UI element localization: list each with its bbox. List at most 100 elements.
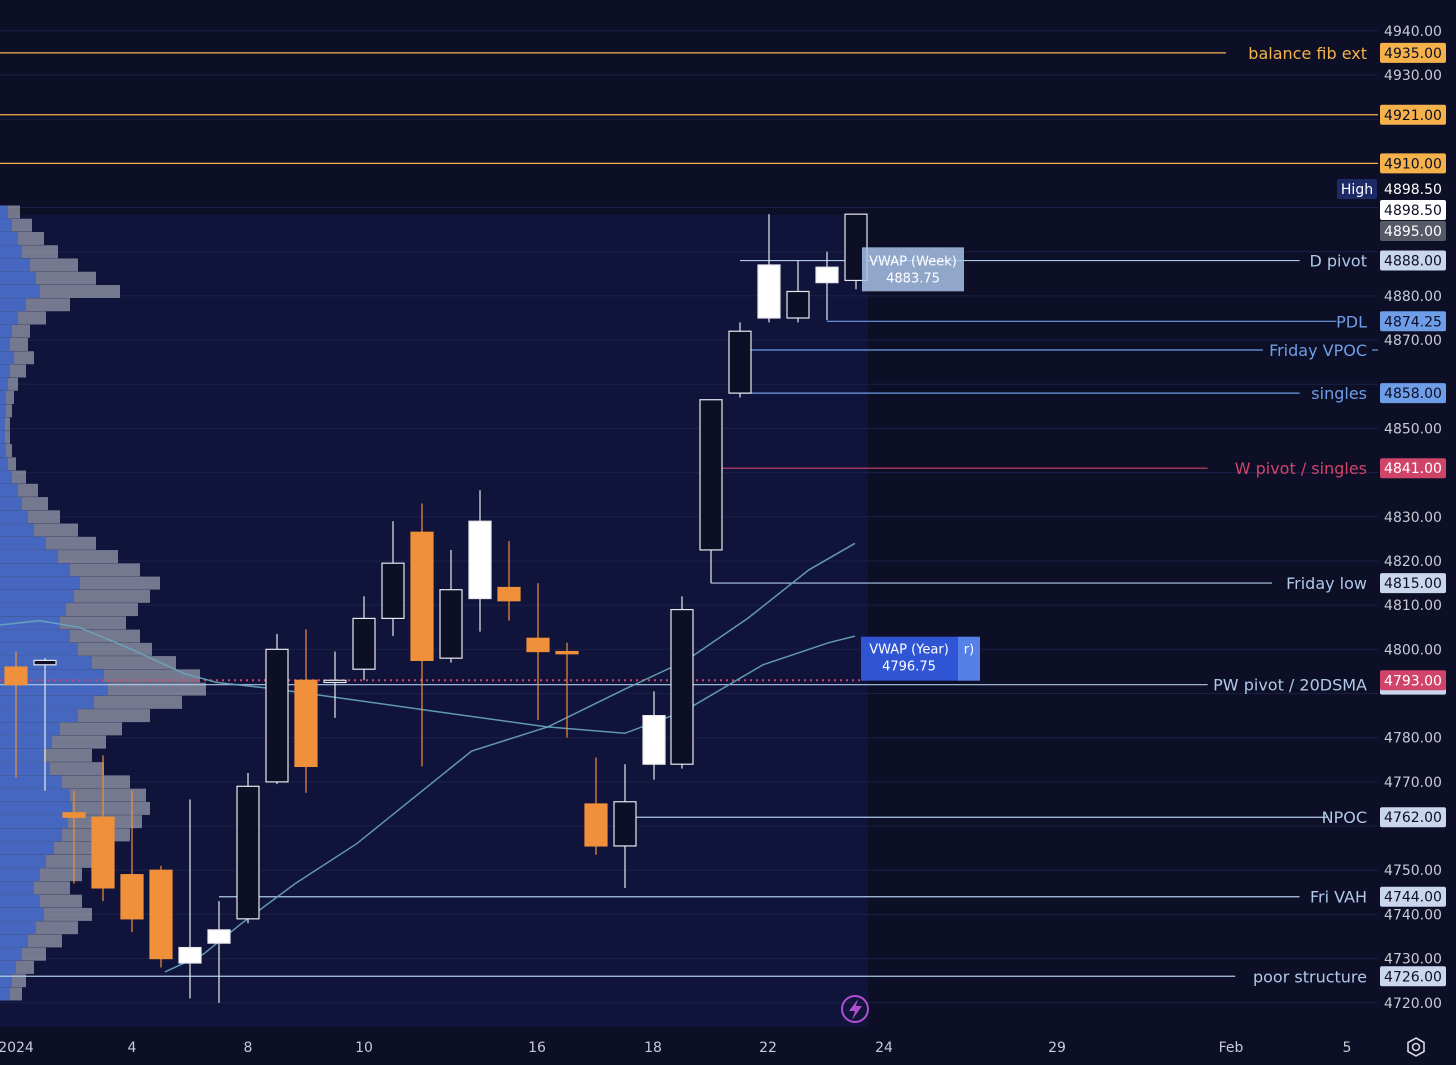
profile-bar-inner (0, 218, 12, 232)
price-tag-text: 4898.50 (1384, 203, 1442, 219)
candle-body (815, 266, 839, 284)
profile-bar-inner (0, 695, 94, 709)
profile-bar-inner (0, 497, 22, 511)
price-tag-box (1380, 153, 1446, 174)
profile-bar-inner (0, 231, 18, 245)
candle[interactable] (178, 799, 202, 999)
candles[interactable] (4, 213, 868, 1003)
candle[interactable] (294, 629, 318, 793)
candle[interactable] (699, 399, 723, 584)
profile-bar-inner (0, 271, 36, 285)
price-tick-label: 4880.00 (1384, 289, 1442, 305)
candle[interactable] (323, 651, 347, 718)
candle[interactable] (439, 549, 463, 663)
price-tick-label: 4810.00 (1384, 598, 1442, 614)
profile-bar-inner (0, 894, 40, 908)
profile-bar-inner (0, 391, 6, 405)
level-label: NPOC (1322, 808, 1367, 827)
profile-bar-inner (0, 947, 22, 961)
candle[interactable] (236, 773, 260, 924)
candle[interactable] (62, 790, 86, 884)
time-axis[interactable]: 2024 4 8 10 16 18 22 24 29 Feb 5 (0, 1040, 1351, 1056)
profile-bar-inner (0, 868, 40, 882)
candle-body (439, 589, 463, 659)
candle[interactable] (786, 260, 810, 323)
profile-bar-inner (0, 960, 16, 974)
profile-bar-inner (0, 642, 78, 656)
candle[interactable] (265, 633, 289, 785)
candle[interactable] (91, 755, 115, 902)
high-tag-box (1337, 179, 1377, 199)
candle[interactable] (642, 691, 666, 780)
price-tick-label: 4940.00 (1384, 24, 1442, 40)
candle-body (4, 666, 28, 686)
time-tick-label: 16 (528, 1040, 546, 1056)
profile-bar-inner (0, 907, 44, 921)
profile-bar-inner (0, 337, 10, 351)
profile-bar-inner (0, 974, 12, 988)
candle[interactable] (555, 642, 579, 738)
price-tag-box (1380, 383, 1446, 404)
price-tag-text: 4793.00 (1384, 673, 1442, 689)
candle-body (642, 715, 666, 765)
candle[interactable] (149, 865, 173, 968)
profile-bar-inner (0, 709, 78, 723)
candle[interactable] (207, 901, 231, 1003)
price-axis[interactable]: 4940.00 4930.00 4880.00 4870.00 4850.00 4830.… (1384, 24, 1442, 1012)
lightning-icon[interactable] (841, 995, 869, 1023)
candle[interactable] (33, 658, 57, 791)
price-tag-text: 4921.00 (1384, 108, 1442, 124)
price-tag-text: 4910.00 (1384, 156, 1442, 172)
price-tag-text: 4874.25 (1384, 314, 1442, 330)
profile-bar-inner (0, 550, 58, 564)
price-tag-box (1380, 311, 1446, 332)
candle[interactable] (844, 213, 868, 290)
profile-bar-inner (0, 722, 60, 736)
profile-bar-inner (0, 536, 46, 550)
profile-bar-inner (0, 205, 8, 219)
candle-body (699, 399, 723, 551)
candle[interactable] (815, 251, 839, 321)
moving-average-line (164, 542, 856, 973)
candle[interactable] (468, 490, 492, 632)
candle[interactable] (613, 764, 637, 888)
profile-bar-inner (0, 881, 34, 895)
candle[interactable] (410, 503, 434, 767)
candle-body (352, 617, 376, 670)
candle[interactable] (584, 757, 608, 855)
candle[interactable] (728, 322, 752, 398)
vwap-week-box (862, 247, 964, 292)
volume-profile (0, 205, 206, 1001)
profile-bar-inner (0, 762, 50, 776)
candle-body (178, 946, 202, 964)
level-label: Friday VPOC (1269, 341, 1367, 360)
level-label: singles (1311, 384, 1367, 403)
price-tag-text: 4858.00 (1384, 386, 1442, 402)
candle-body (728, 330, 752, 394)
candle[interactable] (352, 596, 376, 681)
gear-icon[interactable] (1407, 1037, 1425, 1057)
candle[interactable] (497, 541, 521, 621)
candle[interactable] (4, 651, 28, 778)
session-panel (0, 215, 868, 1027)
profile-bar-inner (0, 921, 36, 935)
profile-bar-inner (0, 841, 54, 855)
profile-bar-inner (0, 682, 108, 696)
price-tag-box (1380, 179, 1446, 199)
profile-bar-inner (0, 603, 66, 617)
candle[interactable] (526, 583, 550, 721)
profile-bar-inner (0, 735, 52, 749)
candle-body (236, 785, 260, 920)
time-tick-label: 22 (759, 1040, 777, 1056)
price-tag-box (1380, 966, 1446, 987)
candle[interactable] (670, 596, 694, 769)
candle[interactable] (120, 790, 144, 933)
candle-body (526, 637, 550, 653)
profile-bar-inner (0, 987, 10, 1001)
candle[interactable] (381, 521, 405, 637)
candle-body (670, 608, 694, 765)
candle[interactable] (757, 214, 781, 323)
profile-bar-inner (0, 457, 8, 471)
